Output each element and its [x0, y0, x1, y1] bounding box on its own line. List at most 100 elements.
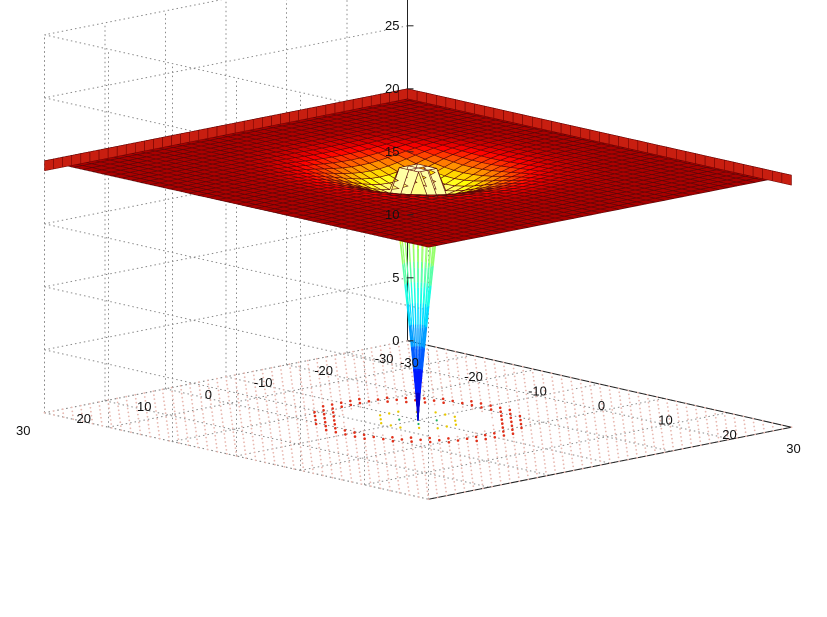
funnel-edge — [428, 285, 432, 307]
contour-point — [715, 420, 718, 423]
contour-point — [718, 440, 720, 443]
contour-point — [600, 395, 602, 397]
contour-point — [435, 419, 438, 422]
contour-point — [403, 389, 406, 391]
contour-point — [356, 451, 358, 454]
contour-point — [381, 361, 384, 363]
contour-point — [294, 410, 297, 413]
contour-point — [391, 363, 393, 366]
contour-point — [175, 426, 178, 429]
contour-point — [348, 396, 351, 398]
contour-point — [580, 459, 583, 462]
contour-point — [330, 468, 333, 471]
contour-point — [454, 419, 457, 422]
contour-point — [263, 384, 266, 387]
contour-point — [306, 428, 309, 431]
contour-point — [439, 374, 441, 376]
surface-edge — [298, 108, 308, 121]
contour-point — [407, 343, 409, 346]
funnel-edge — [423, 327, 427, 349]
contour-point — [736, 437, 738, 439]
surface-edge — [225, 122, 236, 136]
contour-point — [330, 403, 334, 406]
contour-point — [204, 428, 207, 431]
contour-point — [669, 425, 672, 428]
surface-edge — [171, 133, 181, 146]
surface-edge — [407, 88, 418, 102]
contour-point — [343, 352, 345, 355]
tick-labels: 051015202530-30-20-100102030-30-20-10010… — [16, 18, 801, 456]
contour-point — [187, 444, 190, 447]
contour-point — [451, 465, 453, 467]
contour-point — [619, 399, 622, 402]
contour-point — [378, 414, 382, 417]
contour-point — [309, 452, 312, 455]
contour-point — [581, 394, 584, 397]
contour-point — [398, 418, 401, 421]
contour-point — [696, 416, 698, 419]
contour-point — [321, 466, 323, 469]
contour-point — [377, 467, 379, 470]
contour-point — [666, 402, 669, 404]
contour-point — [629, 401, 631, 404]
contour-point — [375, 386, 378, 389]
contour-point — [239, 413, 242, 416]
contour-point — [714, 416, 717, 419]
contour-point — [263, 380, 265, 383]
contour-point — [318, 377, 321, 380]
contour-point — [493, 432, 496, 435]
contour-point — [506, 393, 509, 395]
funnel-edge — [420, 282, 422, 304]
contour-point — [281, 377, 283, 379]
contour-point — [204, 432, 207, 435]
funnel-edge — [426, 262, 430, 284]
contour-point — [560, 378, 563, 381]
contour-point — [611, 409, 614, 411]
contour-point — [622, 423, 625, 425]
funnel-edge — [426, 283, 430, 305]
contour-point — [409, 359, 411, 362]
contour-point — [546, 413, 549, 416]
contour-point — [365, 384, 368, 387]
contour-point — [604, 426, 607, 429]
contour-point — [353, 435, 357, 438]
contour-point — [62, 412, 65, 415]
contour-point — [635, 452, 638, 455]
contour-point — [690, 442, 692, 444]
contour-point — [279, 438, 282, 440]
contour-point — [561, 386, 564, 389]
contour-point — [418, 496, 420, 498]
contour-point — [493, 363, 496, 366]
contour-point — [195, 430, 197, 433]
contour-point — [571, 392, 574, 395]
contour-point — [308, 371, 311, 374]
surface-edge — [733, 161, 744, 175]
contour-point — [430, 449, 433, 451]
contour-point — [206, 444, 209, 447]
funnel-edge — [404, 242, 408, 263]
contour-point — [535, 395, 537, 398]
contour-point — [450, 388, 452, 390]
surface-edge — [628, 138, 639, 151]
contour-point — [534, 460, 537, 463]
contour-point — [638, 399, 640, 402]
contour-point — [459, 459, 462, 462]
contour-point — [126, 403, 129, 406]
contour-point — [432, 464, 435, 467]
contour-point — [577, 436, 580, 438]
contour-point — [129, 427, 132, 430]
contour-point — [456, 362, 458, 365]
contour-point — [531, 441, 534, 443]
contour-point — [622, 419, 624, 421]
contour-point — [609, 462, 611, 465]
contour-point — [686, 410, 688, 413]
contour-point — [446, 360, 449, 363]
contour-point — [286, 420, 289, 423]
contour-point — [229, 411, 232, 414]
contour-point — [458, 451, 461, 454]
funnel-edge — [409, 325, 413, 347]
contour-point — [210, 403, 212, 406]
contour-point — [589, 458, 592, 460]
contour-point — [314, 418, 317, 422]
contour-point — [600, 398, 603, 401]
